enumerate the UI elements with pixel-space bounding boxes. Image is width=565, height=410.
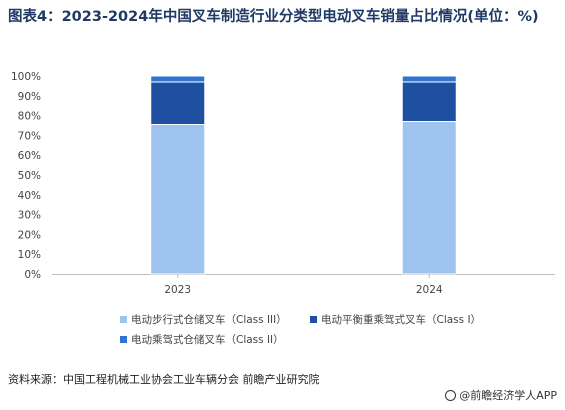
legend-item-class3: 电动步行式仓储叉车（Class III） — [120, 312, 287, 327]
chart-title: 图表4：2023-2024年中国叉车制造行业分类型电动叉车销量占比情况(单位：%… — [8, 9, 539, 25]
brand-logo-icon — [445, 389, 457, 401]
y-tick-label: 10% — [18, 249, 41, 261]
legend-swatch-class1 — [310, 316, 317, 323]
y-tick-label: 100% — [11, 71, 41, 83]
y-tick-label: 30% — [18, 210, 41, 222]
legend-label-class3: 电动步行式仓储叉车（Class III） — [131, 314, 287, 326]
legend-swatch-class2 — [120, 336, 127, 343]
legend-label-class2: 电动乘驾式仓储叉车（Class II） — [131, 334, 284, 346]
bar-segment-class3 — [150, 124, 206, 275]
y-tick-label: 0% — [24, 269, 41, 281]
y-tick-label: 90% — [18, 91, 41, 103]
y-tick-label: 60% — [18, 150, 41, 162]
bar-segment-class1 — [150, 81, 206, 126]
legend-item-class2: 电动乘驾式仓储叉车（Class II） — [120, 332, 284, 347]
source-note: 资料来源：中国工程机械工业协会工业车辆分会 前瞻产业研究院 — [8, 373, 320, 386]
bar-segment-class1 — [401, 81, 457, 123]
x-tick-label: 2024 — [416, 284, 443, 296]
y-tick-label: 80% — [18, 111, 41, 123]
brand-credit: @前瞻经济学人APP — [445, 387, 557, 403]
bar-segment-class3 — [401, 121, 457, 275]
legend-swatch-class3 — [120, 316, 127, 323]
y-tick-label: 20% — [18, 229, 41, 241]
bar-segment-class2 — [150, 75, 206, 83]
bar-segment-class2 — [401, 75, 457, 83]
y-tick-label: 40% — [18, 190, 41, 202]
legend-item-class1: 电动平衡重乘驾式叉车（Class I） — [310, 312, 481, 327]
brand-text: @前瞻经济学人APP — [459, 389, 557, 402]
y-tick-label: 50% — [18, 170, 41, 182]
legend-label-class1: 电动平衡重乘驾式叉车（Class I） — [321, 314, 482, 326]
x-tick-label: 2023 — [164, 284, 191, 296]
y-tick-label: 70% — [18, 130, 41, 142]
